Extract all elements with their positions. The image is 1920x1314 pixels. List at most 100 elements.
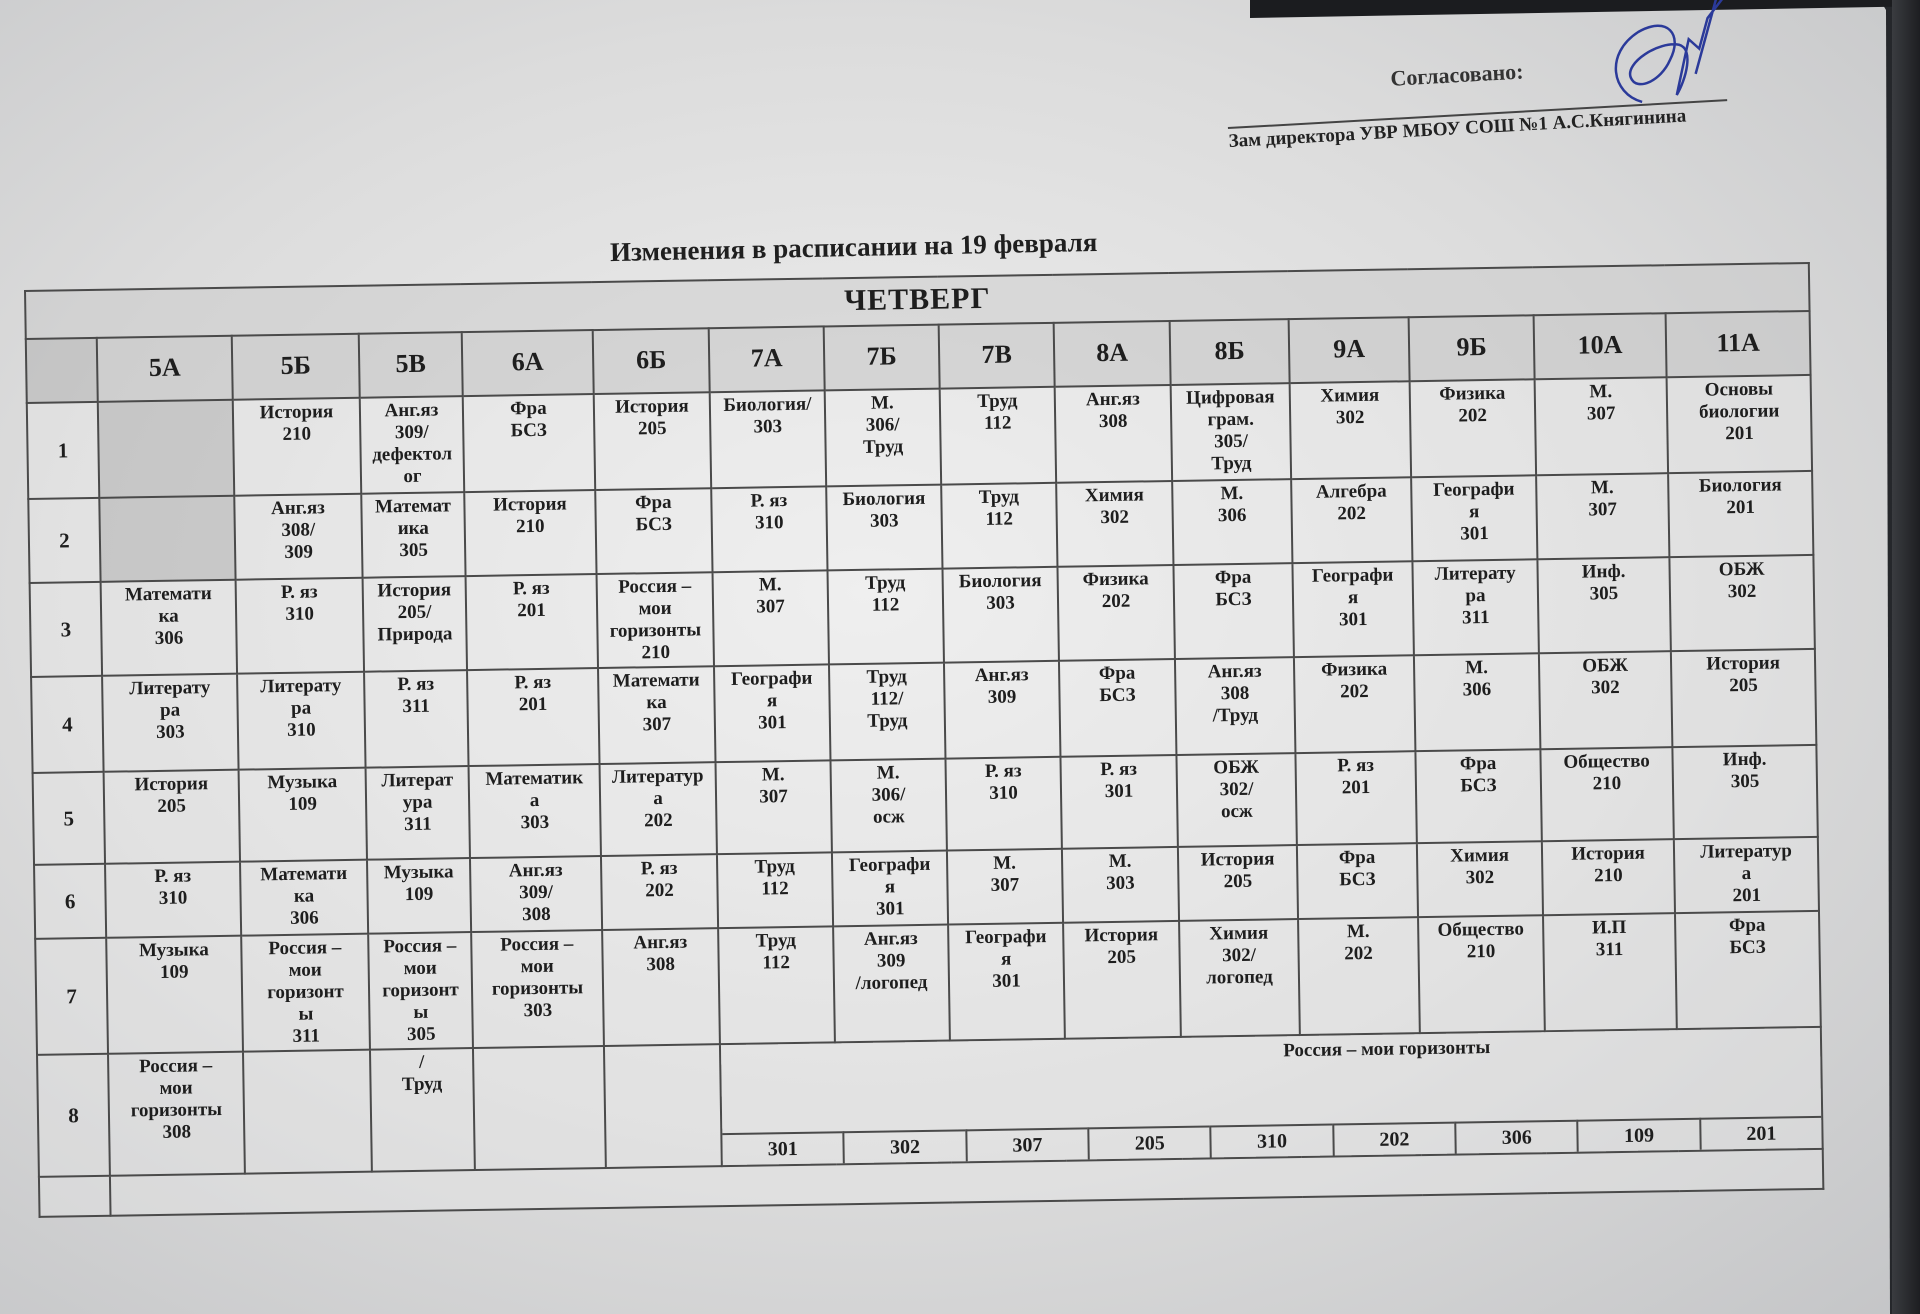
schedule-cell: Химия 302 bbox=[1289, 381, 1412, 480]
class-header: 5Б bbox=[231, 333, 360, 400]
schedule-cell: Фра БСЗ bbox=[1173, 563, 1294, 659]
schedule-cell bbox=[97, 399, 235, 498]
class-header: 7Б bbox=[823, 324, 940, 391]
schedule-cell: Фра БСЗ bbox=[595, 488, 713, 575]
class-header: 9Б bbox=[1408, 315, 1535, 382]
schedule-cell: И.П 311 bbox=[1543, 913, 1677, 1032]
schedule-cell: Алгебра 202 bbox=[1291, 477, 1413, 564]
corner-cell bbox=[25, 337, 98, 403]
schedule-cell: Россия – мои горизонты 210 bbox=[596, 572, 714, 669]
schedule-cell: Математик а 303 bbox=[468, 764, 601, 859]
schedule-cell: Физика 202 bbox=[1057, 564, 1175, 661]
schedule-cell: История 205 bbox=[1063, 920, 1181, 1039]
class-header: 8А bbox=[1053, 321, 1171, 387]
schedule-cell: Математи ка 306 bbox=[100, 579, 238, 676]
schedule-cell bbox=[99, 495, 236, 582]
schedule-cell: Труд 112 bbox=[941, 482, 1058, 569]
lesson-number: 5 bbox=[32, 771, 106, 865]
lesson-number: 7 bbox=[35, 937, 109, 1055]
schedule-cell: Р. яз 310 bbox=[945, 756, 1062, 851]
schedule-cell: История 205 bbox=[1670, 648, 1817, 748]
schedule-cell: Анг.яз 309/ 308 bbox=[469, 856, 603, 933]
schedule-cell: Литерату ра 311 bbox=[1412, 559, 1539, 656]
schedule-cell: Литератур а 201 bbox=[1673, 836, 1820, 914]
room-number: 310 bbox=[1209, 1123, 1333, 1158]
schedule-cell: М. 306/ осж bbox=[830, 758, 947, 853]
schedule-cell: Математи ка 307 bbox=[598, 666, 716, 765]
schedule-cell: Математ ика 305 bbox=[361, 492, 466, 578]
schedule-cell: Географи я 301 bbox=[1411, 475, 1538, 562]
schedule-cell: Цифровая грам. 305/ Труд bbox=[1170, 383, 1292, 481]
schedule-cell: Литерат ура 311 bbox=[365, 766, 470, 860]
schedule-cell: Географи я 301 bbox=[713, 664, 831, 763]
schedule-cell: Р. яз 310 bbox=[105, 861, 242, 938]
schedule-cell: Анг.яз 309/ дефектол ог bbox=[359, 396, 465, 494]
signature-icon bbox=[1614, 0, 1737, 104]
class-header: 7В bbox=[938, 322, 1055, 389]
schedule-cell: Россия – мои горизонты 303 bbox=[471, 929, 604, 1049]
schedule-cell: ОБЖ 302 bbox=[1669, 554, 1815, 652]
lesson-number: 4 bbox=[31, 675, 104, 773]
schedule-cell: Р. яз 202 bbox=[600, 854, 719, 930]
schedule-cell: М. 306 bbox=[1413, 653, 1541, 752]
room-number: 202 bbox=[1331, 1121, 1455, 1156]
schedule-cell: Фра БСЗ bbox=[1296, 843, 1419, 920]
schedule-cell: Географи я 301 bbox=[1292, 561, 1414, 658]
schedule-cell bbox=[242, 1049, 372, 1174]
schedule-cell: Музыка 109 bbox=[106, 935, 243, 1054]
schedule-table: ЧЕТВЕРГ 5А 5Б 5В 6А 6Б 7А 7Б 7В 8А 8Б 9А 9Б 10А 11А 1 Ис… bbox=[24, 262, 1824, 1218]
schedule-cell: Фра БСЗ bbox=[1674, 910, 1821, 1030]
lesson-number: 8 bbox=[37, 1053, 110, 1177]
approval-block: Согласовано: Зам директора УВР МБОУ СОШ … bbox=[1224, 0, 1749, 165]
schedule-cell: ОБЖ 302/ осж bbox=[1176, 753, 1297, 847]
schedule-cell: Анг.яз 309 bbox=[943, 660, 1061, 759]
schedule-cell: Химия 302/ логопед bbox=[1179, 919, 1300, 1037]
schedule-cell: Р. яз 201 bbox=[467, 668, 600, 767]
lesson-number: 6 bbox=[34, 863, 107, 939]
schedule-cell: Фра БСЗ bbox=[1058, 658, 1177, 757]
schedule-cell: М. 307 bbox=[1536, 473, 1670, 560]
schedule-cell: М. 202 bbox=[1298, 917, 1420, 1036]
schedule-cell: Фра БСЗ bbox=[462, 394, 596, 493]
schedule-cell: Анг.яз 308 bbox=[602, 928, 720, 1046]
class-header: 5А bbox=[96, 335, 233, 402]
schedule-cell: Биология 303 bbox=[942, 566, 1059, 663]
schedule-cell: Россия – мои горизонты 308 bbox=[108, 1051, 245, 1176]
lesson-number: 1 bbox=[26, 401, 100, 499]
room-number: 306 bbox=[1454, 1119, 1578, 1154]
class-header: 5В bbox=[358, 332, 463, 398]
schedule-cell: Труд 112/ Труд bbox=[828, 662, 946, 761]
class-header: 9А bbox=[1288, 317, 1410, 384]
schedule-cell bbox=[472, 1045, 606, 1171]
room-number: 205 bbox=[1087, 1125, 1211, 1160]
schedule-cell: Россия – мои горизонт ы 305 bbox=[368, 932, 473, 1050]
schedule-cell: М. 303 bbox=[1061, 846, 1180, 923]
approval-label: Согласовано: bbox=[1389, 58, 1525, 91]
schedule-cell: М. 307 bbox=[946, 848, 1064, 925]
class-header: 6А bbox=[461, 330, 594, 397]
schedule-cell: Анг.яз 308 /Труд bbox=[1174, 657, 1296, 755]
schedule-cell: Р. яз 201 bbox=[465, 574, 599, 671]
room-number: 302 bbox=[842, 1129, 966, 1164]
schedule-cell: Общество 210 bbox=[1418, 915, 1545, 1034]
strip-number bbox=[38, 1175, 111, 1217]
class-header: 10А bbox=[1533, 313, 1667, 380]
schedule-cell: Литератур а 202 bbox=[599, 762, 717, 857]
schedule-cell: Литерату ра 310 bbox=[237, 671, 366, 770]
schedule-cell: М. 307 bbox=[715, 760, 832, 855]
schedule-cell: История 210 bbox=[1541, 839, 1675, 916]
schedule-cell: Труд 112 bbox=[939, 386, 1057, 485]
schedule-cell: Биология 303 bbox=[826, 484, 943, 571]
schedule-cell: Инф. 305 bbox=[1537, 557, 1671, 654]
schedule-cell: Труд 112 bbox=[718, 926, 835, 1045]
class-header: 7А bbox=[708, 326, 825, 393]
schedule-cell: История 205/ Природа bbox=[362, 576, 468, 672]
schedule-cell: Географи я 301 bbox=[831, 850, 949, 927]
schedule-cell: Анг.яз 308/ 309 bbox=[234, 493, 363, 580]
schedule-cell: Биология 201 bbox=[1668, 470, 1814, 558]
schedule-cell: Р. яз 310 bbox=[235, 577, 365, 674]
schedule-cell: Р. яз 201 bbox=[1295, 751, 1417, 846]
class-header: 6Б bbox=[592, 328, 710, 395]
class-header: 11А bbox=[1665, 310, 1811, 378]
